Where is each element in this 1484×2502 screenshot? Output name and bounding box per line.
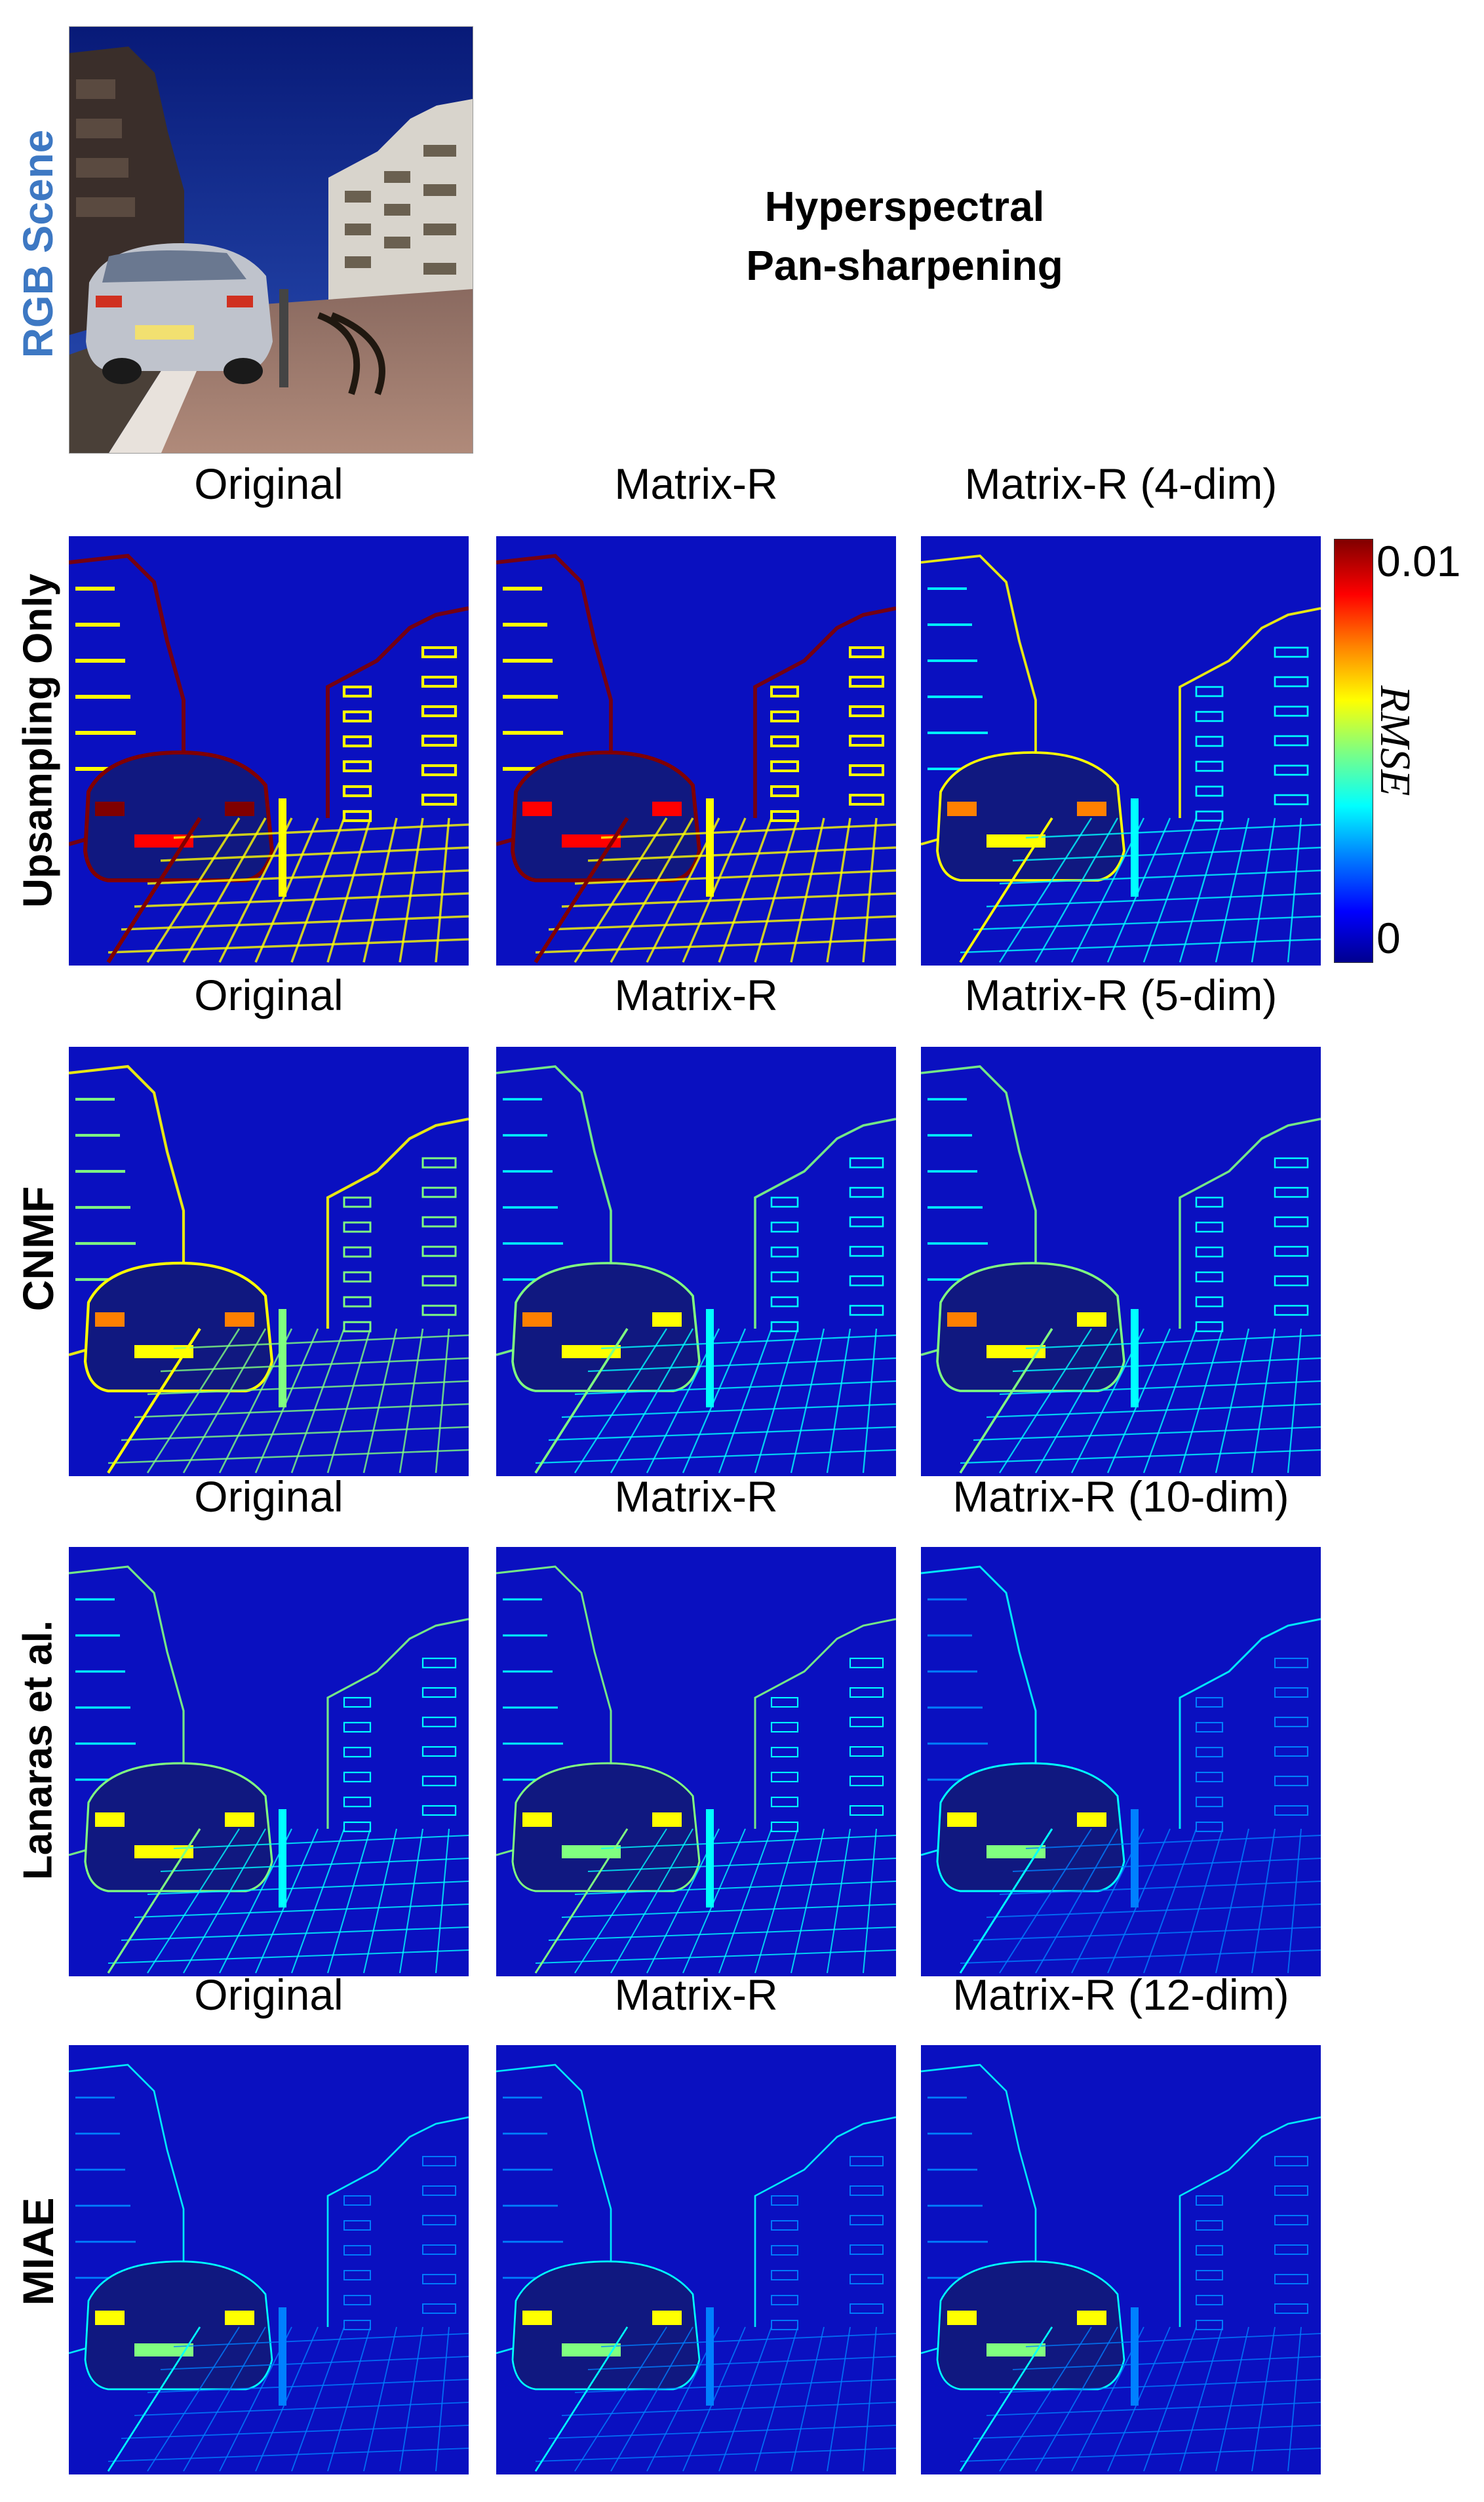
- colorbar-max-label: 0.01: [1377, 537, 1461, 585]
- column-label: Original: [194, 971, 343, 1019]
- row-method-label: Upsampling Only: [15, 574, 61, 908]
- column-label: Matrix-R (10-dim): [952, 1472, 1289, 1521]
- colorbar-min-label: 0: [1377, 914, 1401, 962]
- rmse-error-map: [69, 1047, 469, 1476]
- rmse-error-map: [496, 536, 896, 966]
- column-label: Original: [194, 1970, 343, 2019]
- row-method-label: Lanaras et al.: [15, 1620, 61, 1881]
- rmse-error-map: [496, 1547, 896, 1976]
- column-label: Matrix-R: [614, 459, 778, 508]
- rmse-error-map: [496, 2045, 896, 2474]
- rmse-error-map: [69, 536, 469, 966]
- rmse-error-map: [921, 2045, 1321, 2474]
- colorbar-quantity-label: RMSE: [1371, 685, 1419, 796]
- title-line-2: Pan-sharpening: [746, 242, 1063, 289]
- rmse-error-map: [921, 1547, 1321, 1976]
- column-label: Matrix-R: [614, 1970, 778, 2019]
- column-label: Matrix-R (5-dim): [964, 971, 1278, 1019]
- rmse-error-map: [69, 2045, 469, 2474]
- rgb-scene-image: [69, 26, 473, 454]
- figure-title: Hyperspectral Pan-sharpening: [655, 177, 1154, 295]
- row-method-label: MIAE: [14, 2197, 62, 2306]
- colorbar: [1334, 539, 1373, 963]
- rgb-scene-label: RGB Scene: [14, 129, 62, 359]
- column-label: Matrix-R (4-dim): [964, 459, 1278, 508]
- rmse-error-map: [921, 1047, 1321, 1476]
- rmse-error-map: [69, 1547, 469, 1976]
- column-label: Matrix-R: [614, 1472, 778, 1521]
- column-label: Original: [194, 1472, 343, 1521]
- rmse-error-map: [921, 536, 1321, 966]
- column-label: Matrix-R: [614, 971, 778, 1019]
- title-line-1: Hyperspectral: [764, 183, 1045, 230]
- row-method-label: CNMF: [14, 1186, 62, 1312]
- column-label: Original: [194, 459, 343, 508]
- column-label: Matrix-R (12-dim): [952, 1970, 1289, 2019]
- rmse-error-map: [496, 1047, 896, 1476]
